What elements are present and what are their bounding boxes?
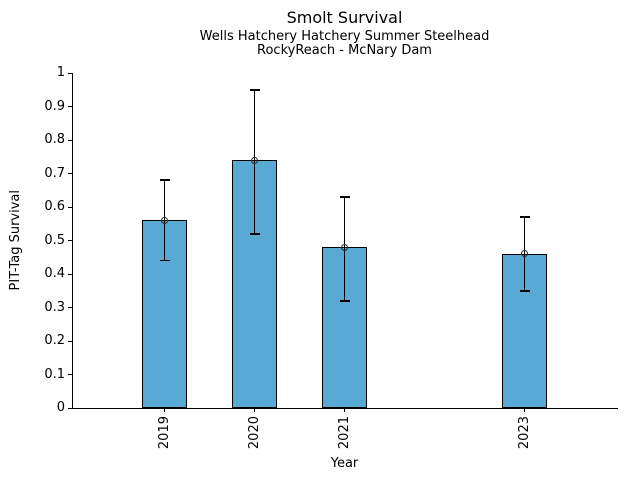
- y-tick-mark: [68, 407, 72, 409]
- y-tick-label: 0.4: [44, 266, 65, 281]
- x-tick-label-2020: 2020: [247, 416, 262, 450]
- error-bar-cap-top-2019: [159, 179, 170, 181]
- error-bar-cap-top-2021: [339, 196, 350, 198]
- chart-subtitle-line2: RockyReach - McNary Dam: [257, 43, 432, 58]
- error-bar-cap-bottom-2021: [339, 300, 350, 302]
- x-tick-label-2021: 2021: [337, 416, 352, 450]
- y-tick-mark: [68, 106, 72, 107]
- chart-header: Smolt Survival Wells Hatchery Hatchery S…: [72, 8, 617, 58]
- error-bar-cap-bottom-2023: [519, 290, 530, 292]
- y-tick-mark: [68, 307, 72, 308]
- chart-title: Smolt Survival: [286, 8, 403, 27]
- y-tick-label: 0.6: [44, 199, 65, 214]
- error-bar-cap-bottom-2020: [249, 233, 260, 235]
- x-tick-label-2019: 2019: [157, 416, 172, 450]
- x-tick-label-2023: 2023: [517, 416, 532, 450]
- chart-subtitle-line1: Wells Hatchery Hatchery Summer Steelhead: [199, 29, 490, 44]
- bar-2023: [502, 253, 547, 408]
- x-tick-label-box-2021: 2021: [337, 416, 353, 450]
- y-tick-label: 0.9: [44, 98, 65, 114]
- y-tick-label: 0.3: [44, 299, 65, 315]
- y-tick-mark: [68, 139, 72, 141]
- y-axis-label: PIT-Tag Survival: [7, 190, 23, 291]
- x-tick-mark-2019: [164, 408, 165, 412]
- data-point-marker-2023: [521, 250, 528, 258]
- y-tick-mark: [68, 273, 72, 275]
- x-tick-mark-2023: [524, 408, 525, 412]
- y-tick-label: 0.8: [44, 132, 65, 147]
- error-bar-cap-bottom-2019: [159, 259, 170, 262]
- error-bar-cap-top-2023: [519, 216, 530, 218]
- y-tick-label: 0.2: [44, 333, 65, 348]
- data-point-marker-2021: [341, 243, 348, 251]
- y-axis-label-box: PIT-Tag Survival: [4, 73, 26, 408]
- data-point-marker-2020: [251, 156, 258, 164]
- y-tick-mark: [68, 72, 72, 74]
- y-tick-label: 0.1: [44, 366, 65, 382]
- x-tick-label-box-2020: 2020: [247, 416, 263, 450]
- x-tick-mark-2021: [344, 408, 345, 412]
- plot-area: 0 0.1 0.2 0.3 0.4 0.5 0.6 0.7 0.8 0.9 1 2019 2020 202…: [44, 66, 618, 449]
- x-axis-label: Year: [330, 456, 359, 471]
- y-tick-mark: [68, 374, 72, 375]
- y-tick-label: 0: [56, 400, 65, 415]
- y-tick-label: 0.7: [44, 165, 65, 181]
- x-tick-mark-2020: [254, 408, 255, 412]
- y-tick-mark: [68, 173, 72, 174]
- y-tick-mark: [68, 206, 72, 208]
- y-tick-mark: [68, 240, 72, 241]
- y-tick-mark: [68, 340, 72, 342]
- x-tick-label-box-2019: 2019: [157, 416, 173, 450]
- data-point-marker-2019: [161, 216, 168, 224]
- y-tick-label: 0.5: [44, 232, 65, 248]
- error-bar-cap-top-2020: [249, 89, 260, 91]
- y-tick-label: 1: [56, 65, 65, 80]
- x-tick-label-box-2023: 2023: [517, 416, 533, 450]
